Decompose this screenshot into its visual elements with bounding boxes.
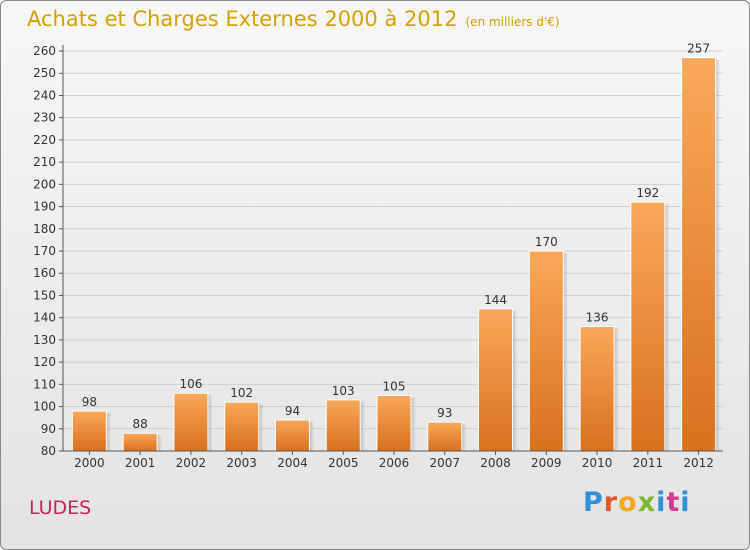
bar-shadow [512, 310, 518, 451]
bar-value-label: 94 [285, 404, 300, 418]
axes: 8090100110120130140150160170180190200210… [33, 44, 723, 470]
y-tick-label: 180 [33, 222, 56, 236]
x-tick-label: 2005 [328, 456, 359, 470]
x-tick-label: 2007 [429, 456, 460, 470]
bar-2005 [325, 399, 361, 452]
bar-value-label: 102 [230, 386, 253, 400]
bar-2000 [71, 410, 107, 452]
x-tick-label: 2009 [531, 456, 562, 470]
bar-shadow [157, 435, 163, 451]
bar-value-label: 93 [437, 406, 452, 420]
y-tick-label: 80 [41, 444, 56, 458]
bar-shadow [411, 397, 416, 451]
proxiti-logo: Proxiti [583, 487, 691, 518]
y-tick-label: 140 [33, 311, 56, 325]
y-tick-label: 110 [33, 377, 56, 391]
bars: 98 88 106 102 94 103 105 93 144 170 136 192 257 [71, 42, 721, 452]
y-tick-label: 260 [33, 44, 56, 58]
bar-shadow [614, 328, 620, 451]
bar-2007 [427, 421, 463, 452]
y-tick-label: 130 [33, 333, 56, 347]
y-tick-label: 100 [33, 400, 56, 414]
bar-2003 [224, 401, 260, 452]
x-tick-label: 2001 [125, 456, 156, 470]
bar-value-label: 106 [179, 377, 202, 391]
y-tick-label: 170 [33, 244, 56, 258]
chart-title: Achats et Charges Externes 2000 à 2012 (e… [27, 7, 560, 31]
chart-title-text: Achats et Charges Externes 2000 à 2012 [27, 7, 458, 31]
bar-value-label: 105 [383, 379, 406, 393]
x-tick-label: 2011 [633, 456, 664, 470]
y-tick-label: 150 [33, 288, 56, 302]
x-tick-label: 2010 [582, 456, 613, 470]
bar-shadow [106, 413, 112, 451]
y-tick-label: 250 [33, 66, 56, 80]
x-tick-label: 2008 [480, 456, 511, 470]
y-tick-label: 210 [33, 155, 56, 169]
bar-shadow [258, 404, 264, 451]
bar-value-label: 103 [332, 384, 355, 398]
bar-2001 [122, 432, 158, 452]
bar-value-label: 192 [636, 186, 659, 200]
bar-2012 [681, 57, 717, 452]
bar-value-label: 136 [586, 311, 609, 325]
y-tick-label: 160 [33, 266, 56, 280]
bar-value-label: 144 [484, 293, 507, 307]
bar-shadow [360, 401, 366, 451]
x-tick-label: 2002 [176, 456, 207, 470]
x-tick-label: 2012 [683, 456, 714, 470]
y-tick-label: 240 [33, 88, 56, 102]
y-tick-label: 120 [33, 355, 56, 369]
y-tick-label: 90 [41, 422, 56, 436]
x-tick-label: 2004 [277, 456, 308, 470]
bar-shadow [461, 424, 467, 451]
x-tick-label: 2003 [226, 456, 257, 470]
bar-2006 [376, 394, 412, 452]
bar-value-label: 88 [133, 417, 148, 431]
bar-2009 [528, 250, 564, 452]
y-tick-label: 220 [33, 133, 56, 147]
bar-2011 [630, 201, 666, 452]
bar-value-label: 170 [535, 235, 558, 249]
y-tick-label: 190 [33, 200, 56, 214]
place-label: LUDES [29, 497, 92, 519]
y-tick-label: 200 [33, 177, 56, 191]
x-tick-label: 2000 [74, 456, 105, 470]
bar-2008 [478, 308, 514, 452]
bar-value-label: 257 [687, 42, 710, 56]
bar-2010 [579, 326, 615, 452]
bar-shadow [309, 421, 315, 451]
bar-shadow [664, 204, 670, 451]
bar-value-label: 98 [82, 395, 97, 409]
bar-shadow [563, 253, 569, 451]
bar-2002 [173, 392, 209, 452]
bar-2004 [274, 419, 310, 452]
bar-shadow [715, 59, 721, 452]
x-tick-label: 2006 [379, 456, 410, 470]
chart-unit: (en milliers d'€) [465, 15, 560, 29]
y-tick-label: 230 [33, 111, 56, 125]
bar-shadow [207, 395, 213, 451]
